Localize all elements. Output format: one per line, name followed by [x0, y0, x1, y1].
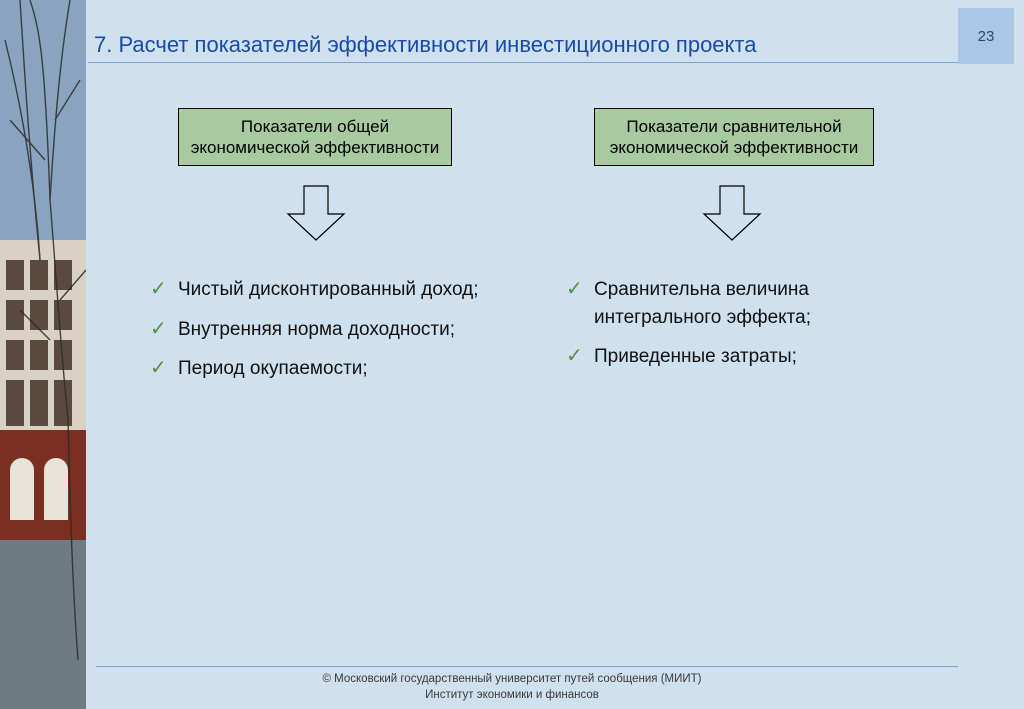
- footer-rule: [96, 666, 958, 667]
- box-comparative-efficiency: Показатели сравнительной экономической э…: [594, 108, 874, 166]
- box-general-efficiency: Показатели общей экономической эффективн…: [178, 108, 452, 166]
- box-left-line2: экономической эффективности: [191, 138, 440, 157]
- list-item: ✓Внутренняя норма доходности;: [150, 316, 480, 344]
- check-icon: ✓: [150, 317, 178, 341]
- photo-strip: [0, 0, 86, 709]
- list-item-text: Сравнительна величина интегрального эффе…: [594, 276, 916, 331]
- photo-strip-svg: [0, 0, 86, 709]
- list-item: ✓Сравнительна величина интегрального эфф…: [566, 276, 916, 331]
- list-item: ✓Приведенные затраты;: [566, 343, 916, 371]
- arrow-down-right: [702, 184, 762, 242]
- footer-line2: Институт экономики и финансов: [425, 689, 599, 701]
- slide-title: 7. Расчет показателей эффективности инве…: [94, 32, 756, 58]
- list-general-efficiency: ✓Чистый дисконтированный доход;✓Внутренн…: [150, 276, 480, 395]
- footer: © Московский государственный университет…: [0, 672, 1024, 703]
- arrow-down-icon: [702, 184, 762, 242]
- check-icon: ✓: [150, 277, 178, 301]
- slide: 7. Расчет показателей эффективности инве…: [0, 0, 1024, 709]
- check-icon: ✓: [566, 277, 594, 301]
- arrow-down-icon: [286, 184, 346, 242]
- box-left-line1: Показатели общей: [241, 117, 389, 136]
- list-item-text: Внутренняя норма доходности;: [178, 316, 480, 344]
- list-item-text: Период окупаемости;: [178, 355, 480, 383]
- list-item-text: Чистый дисконтированный доход;: [178, 276, 480, 304]
- box-right-line2: экономической эффективности: [610, 138, 859, 157]
- page-number-box: 23: [958, 8, 1014, 64]
- slide-title-wrap: 7. Расчет показателей эффективности инве…: [94, 32, 756, 58]
- check-icon: ✓: [566, 344, 594, 368]
- arrow-down-left: [286, 184, 346, 242]
- page-number: 23: [978, 28, 995, 45]
- title-underline: [88, 62, 958, 63]
- list-item: ✓Период окупаемости;: [150, 355, 480, 383]
- footer-line1: © Московский государственный университет…: [322, 673, 701, 685]
- check-icon: ✓: [150, 356, 178, 380]
- box-right-line1: Показатели сравнительной: [626, 117, 841, 136]
- list-item: ✓Чистый дисконтированный доход;: [150, 276, 480, 304]
- list-comparative-efficiency: ✓Сравнительна величина интегрального эфф…: [566, 276, 916, 383]
- list-item-text: Приведенные затраты;: [594, 343, 916, 371]
